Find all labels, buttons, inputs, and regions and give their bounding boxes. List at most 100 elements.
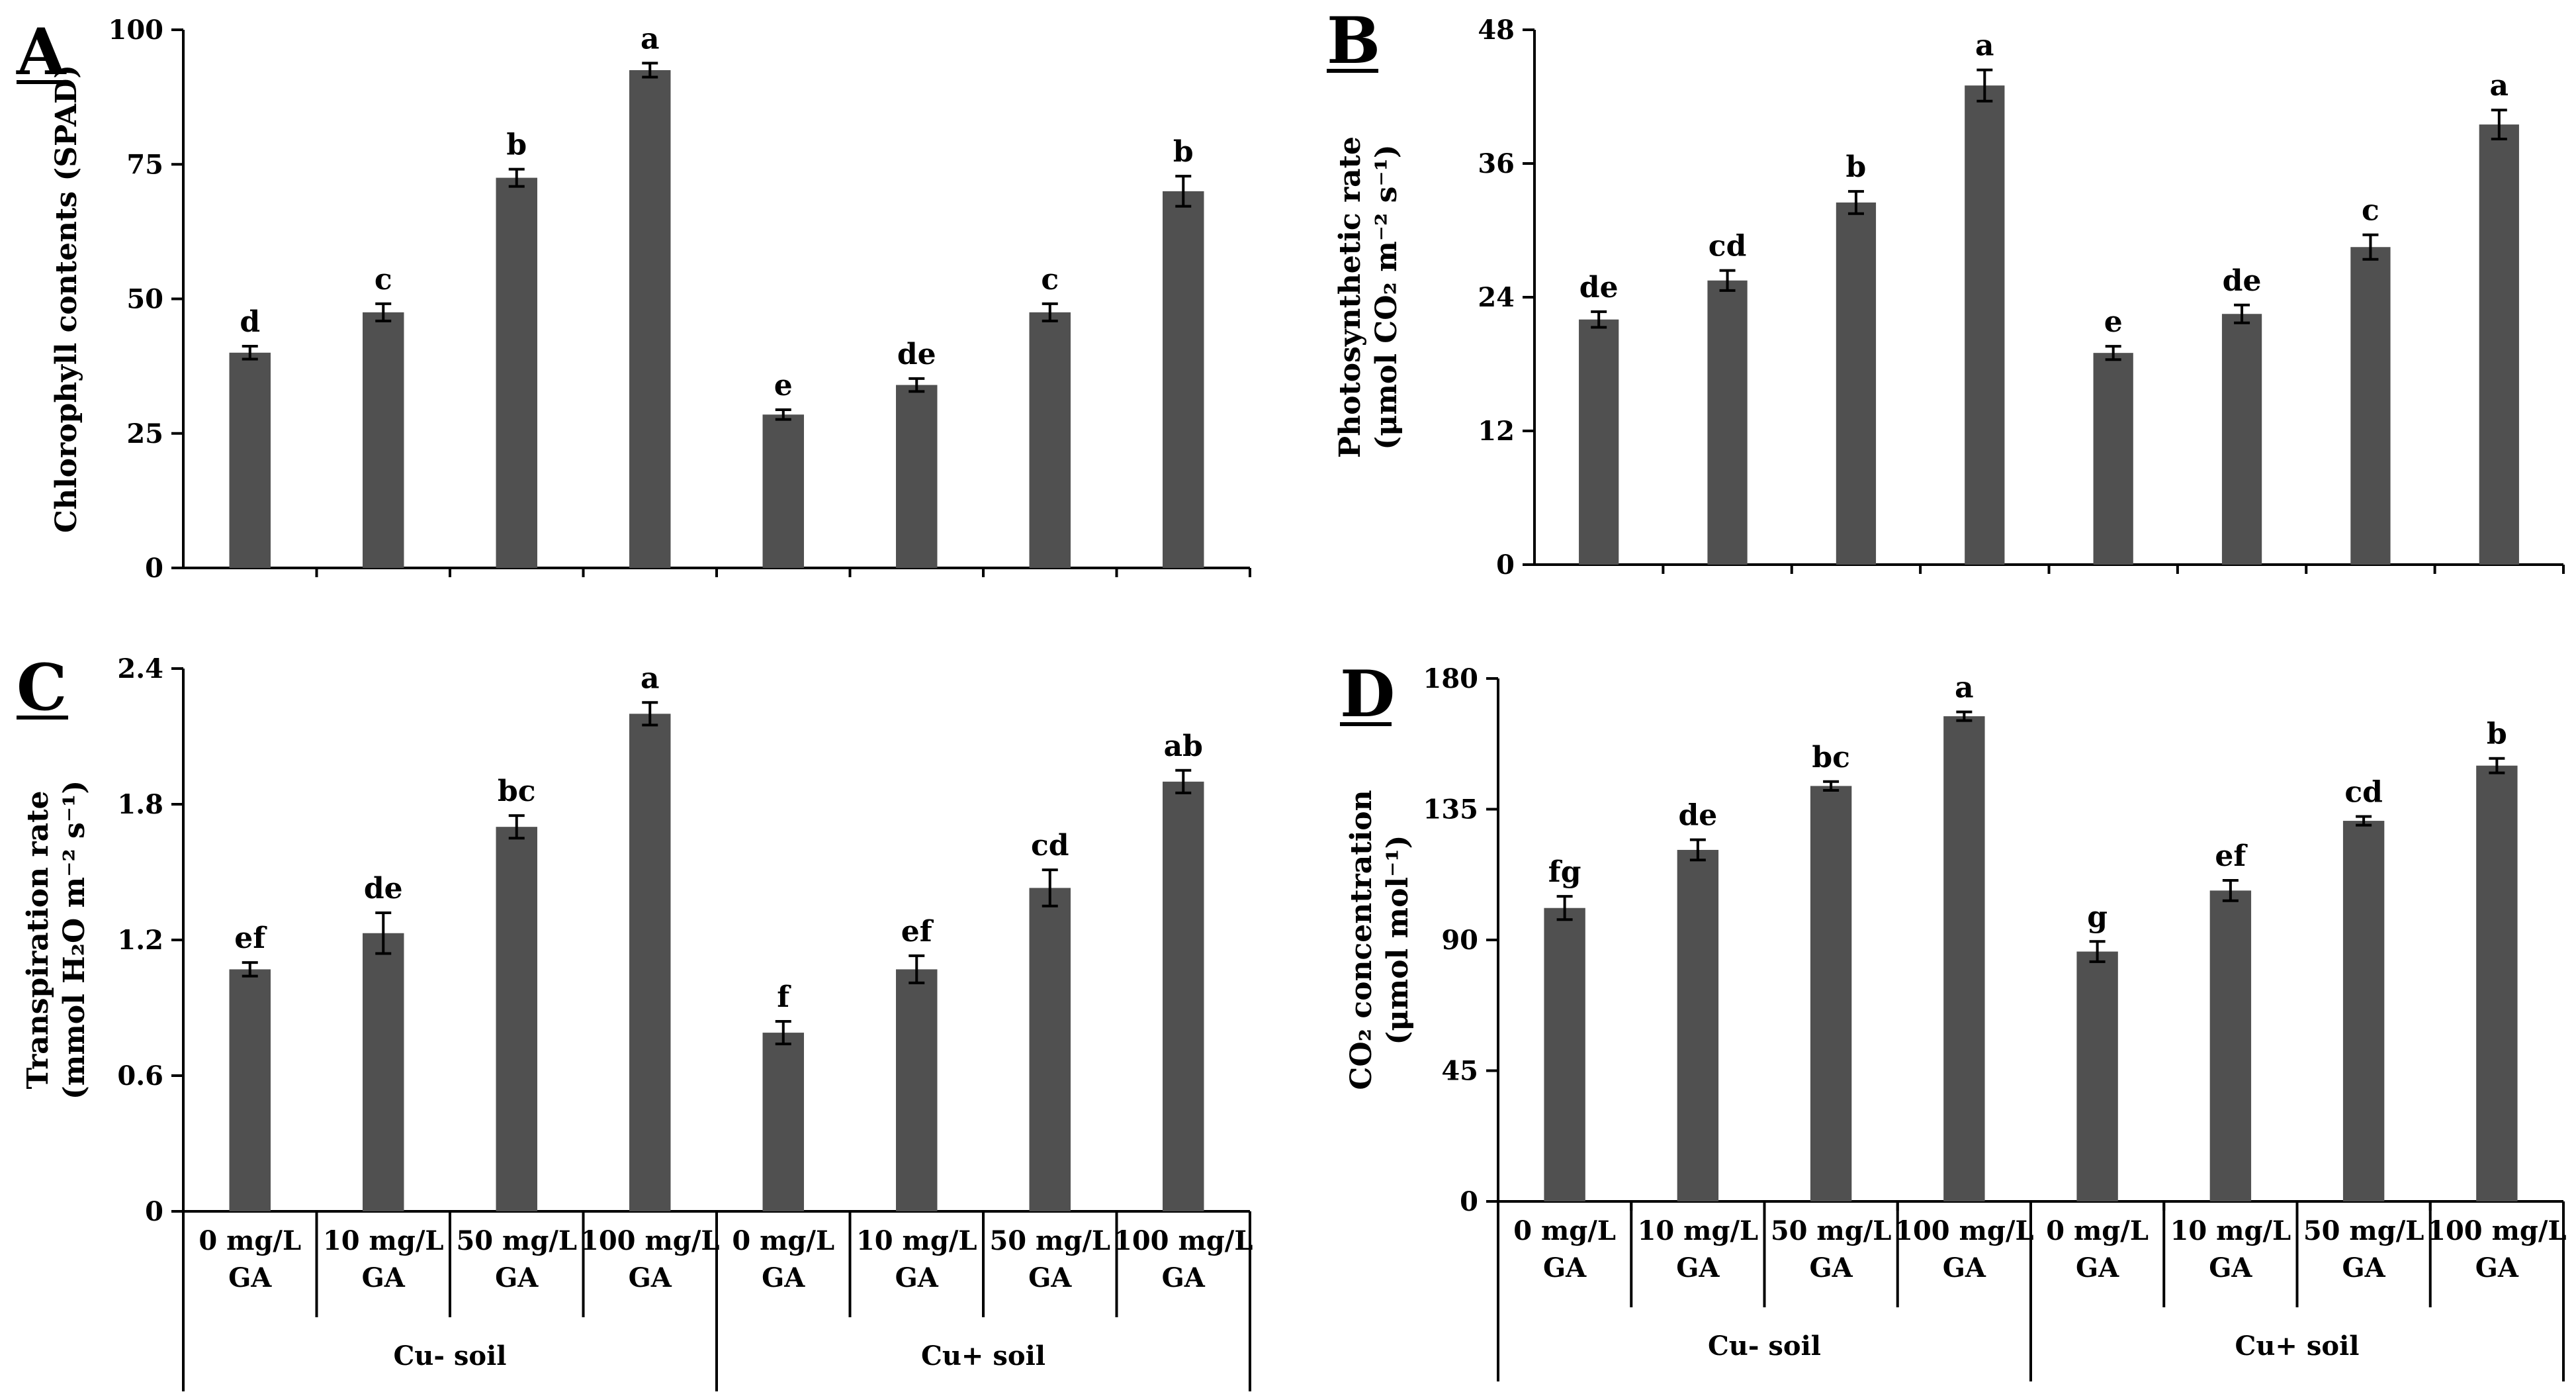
- y-axis-label-line: (μmol mol⁻¹): [1381, 835, 1415, 1045]
- y-tick-label: 12: [1478, 416, 1515, 447]
- y-tick-label: 135: [1423, 794, 1479, 825]
- bar-b-3: [1836, 202, 1877, 565]
- significance-letter: c: [1041, 263, 1059, 297]
- group-label: Cu- soil: [1708, 1330, 1821, 1362]
- bar-a-8: [1163, 191, 1204, 568]
- panel-b: B 0 12 24 36 48 Photosynthetic rate(μmol CO₂ m…: [1327, 3, 2565, 581]
- significance-letter: bc: [1812, 741, 1850, 774]
- significance-letter: f: [777, 980, 791, 1014]
- y-tick-label: 0: [1496, 549, 1515, 581]
- bar-a-4: [629, 70, 671, 569]
- significance-letter: a: [641, 661, 660, 695]
- significance-letter: fg: [1548, 855, 1581, 889]
- significance-letter: a: [641, 22, 660, 56]
- y-axis-label: Transpiration rate(mmol H₂O m⁻² s⁻¹): [21, 780, 91, 1099]
- bar-a-1: [229, 352, 271, 568]
- significance-letter: g: [2087, 900, 2108, 934]
- bar-a-3: [496, 177, 537, 568]
- bar-c-8: [1163, 781, 1204, 1211]
- significance-letter: ef: [901, 915, 934, 949]
- bar-d-6: [2209, 890, 2252, 1201]
- panel-letter: D: [1340, 657, 1395, 731]
- category-label: 10 mg/L GA: [1638, 1215, 1759, 1283]
- category-label: 10 mg/L GA: [2170, 1215, 2291, 1283]
- panel-a: A 0 25 50 75 100 Chlorophyll contents (SPAD) d c…: [16, 15, 1251, 584]
- y-tick-label: 100: [109, 15, 164, 46]
- category-label: 10 mg/L GA: [323, 1225, 444, 1293]
- y-tick-label: 90: [1441, 925, 1478, 956]
- y-tick-label: 2.4: [117, 653, 163, 684]
- significance-letter: cd: [1031, 829, 1069, 862]
- significance-letter: b: [1173, 135, 1194, 169]
- significance-letter: c: [2362, 194, 2379, 228]
- category-label: 50 mg/L GA: [456, 1225, 577, 1293]
- bar-b-4: [1965, 85, 2005, 565]
- panel-c: C 0 0.6 1.2 1.8 2.4 Transpiration rate(mmol H₂…: [17, 650, 1251, 1227]
- significance-letter: cd: [2344, 775, 2383, 809]
- significance-letter: a: [2490, 69, 2509, 103]
- bar-d-5: [2076, 951, 2118, 1201]
- y-tick-label: 0.6: [117, 1060, 163, 1092]
- y-axis-label-line: (μmol CO₂ m⁻² s⁻¹): [1370, 144, 1403, 449]
- significance-letter: ef: [2215, 839, 2248, 873]
- y-tick-label: 24: [1478, 282, 1515, 313]
- y-axis-label-line: (mmol H₂O m⁻² s⁻¹): [58, 780, 91, 1099]
- bar-c-7: [1029, 888, 1071, 1211]
- bar-b-1: [1579, 319, 1619, 565]
- significance-letter: de: [1579, 271, 1619, 304]
- significance-letter: b: [506, 128, 527, 162]
- significance-letter: de: [897, 338, 936, 371]
- category-label: 100 mg/L GA: [580, 1225, 719, 1293]
- bar-a-5: [762, 414, 804, 568]
- panel-letter: C: [17, 650, 67, 725]
- panel-letter: A: [16, 15, 67, 89]
- bar-a-6: [896, 385, 938, 568]
- significance-letter: ef: [234, 921, 267, 955]
- y-tick-label: 48: [1478, 15, 1515, 46]
- y-tick-label: 1.8: [117, 789, 163, 820]
- bar-b-8: [2479, 124, 2519, 565]
- y-axis-label: Photosynthetic rate(μmol CO₂ m⁻² s⁻¹): [1333, 136, 1403, 458]
- bar-c-5: [762, 1033, 804, 1211]
- bar-d-2: [1677, 849, 1719, 1201]
- category-label: 50 mg/L GA: [2303, 1215, 2424, 1283]
- bar-a-7: [1029, 312, 1071, 568]
- category-label: 100 mg/L GA: [1894, 1215, 2033, 1283]
- category-label: 10 mg/L GA: [856, 1225, 977, 1293]
- bar-d-4: [1943, 716, 1985, 1201]
- category-label: 50 mg/L GA: [1771, 1215, 1892, 1283]
- group-label: Cu+ soil: [921, 1340, 1045, 1372]
- y-axis-label: Chlorophyll contents (SPAD): [50, 65, 83, 533]
- bar-d-7: [2342, 821, 2385, 1201]
- y-tick-label: 25: [126, 418, 163, 449]
- category-label: 0 mg/L GA: [2046, 1215, 2149, 1283]
- y-tick-label: 0: [1460, 1186, 1478, 1217]
- bar-d-3: [1810, 786, 1852, 1201]
- significance-letter: ab: [1164, 729, 1203, 763]
- category-label: 0 mg/L GA: [199, 1225, 301, 1293]
- y-axis-label: CO₂ concentration(μmol mol⁻¹): [1345, 790, 1415, 1090]
- bar-b-7: [2350, 247, 2391, 565]
- category-label: 0 mg/L GA: [732, 1225, 834, 1293]
- y-axis-label-line: CO₂ concentration: [1345, 790, 1378, 1090]
- category-label: 100 mg/L GA: [1114, 1225, 1253, 1293]
- category-label: 100 mg/L GA: [2427, 1215, 2566, 1283]
- significance-letter: de: [1678, 799, 1717, 833]
- y-tick-label: 45: [1441, 1056, 1478, 1087]
- bar-c-2: [363, 933, 404, 1211]
- bar-c-3: [496, 827, 537, 1211]
- significance-letter: a: [1955, 671, 1974, 704]
- bar-b-6: [2221, 314, 2262, 565]
- group-label: Cu+ soil: [2235, 1330, 2360, 1362]
- bar-a-2: [363, 312, 404, 568]
- panel-d: D 0 45 90 135 180 CO₂ concentration(μmol mol⁻¹…: [1340, 657, 2565, 1217]
- y-tick-label: 180: [1423, 663, 1479, 694]
- significance-letter: de: [2223, 264, 2262, 298]
- y-tick-label: 75: [126, 149, 163, 180]
- bar-c-6: [896, 969, 938, 1211]
- y-tick-label: 0: [145, 1196, 163, 1227]
- bar-d-1: [1544, 908, 1585, 1201]
